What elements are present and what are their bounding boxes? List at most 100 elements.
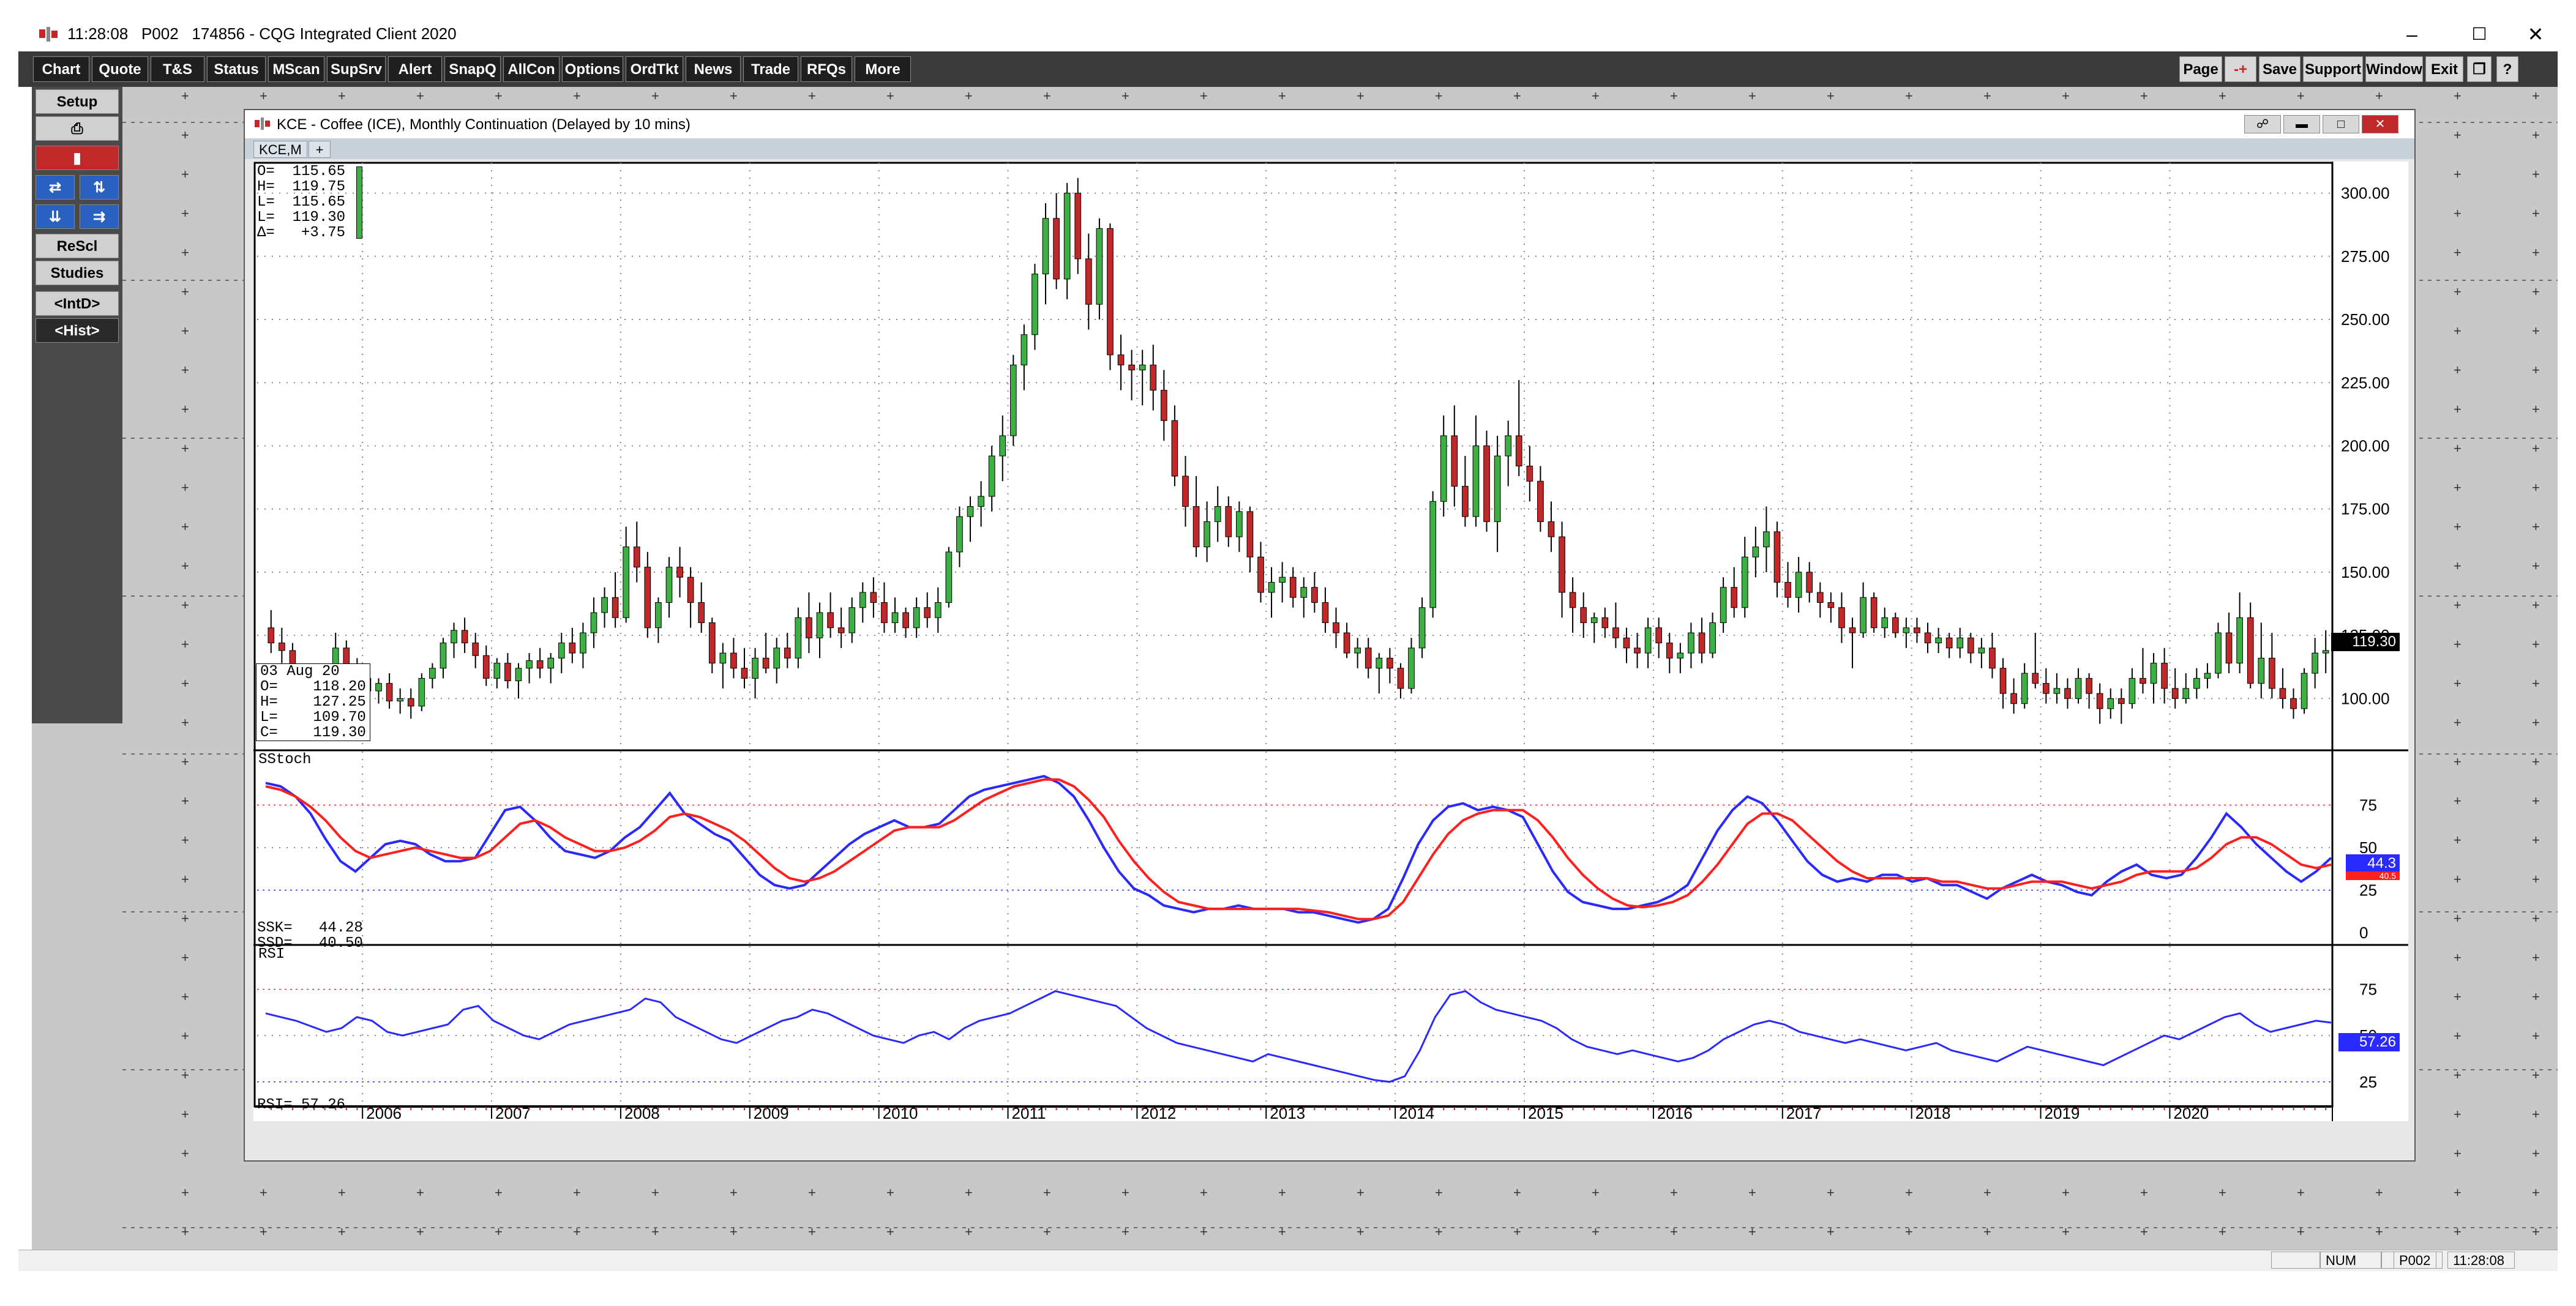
grid-plus-marker: + xyxy=(1905,1224,1913,1239)
toolbar-ordtkt-button[interactable]: OrdTkt xyxy=(626,56,683,82)
toolbar-mscan-button[interactable]: MScan xyxy=(268,56,324,82)
ssd-tag: 40.5 xyxy=(2346,871,2400,880)
candle-body xyxy=(268,627,275,644)
rescale-button[interactable]: ReScl xyxy=(36,234,119,258)
setup-button[interactable]: Setup xyxy=(36,89,119,114)
candle-body xyxy=(418,677,425,707)
candle-body xyxy=(956,516,963,553)
studies-button[interactable]: Studies xyxy=(36,261,119,285)
candle-body xyxy=(978,496,984,507)
grid-plus-marker: + xyxy=(2532,519,2540,534)
candle-body xyxy=(397,698,403,702)
chart-minimize-icon[interactable]: ▬ xyxy=(2283,115,2320,133)
grid-plus-marker: + xyxy=(2297,88,2305,103)
chart-restore-icon[interactable]: □ xyxy=(2323,115,2359,133)
historical-button[interactable]: <Hist> xyxy=(36,318,119,343)
grid-plus-marker: + xyxy=(1983,1185,1991,1200)
grid-plus-marker: + xyxy=(338,88,346,103)
toolbar-chart-button[interactable]: Chart xyxy=(33,56,89,82)
grid-plus-marker: + xyxy=(2140,1185,2148,1200)
grid-plus-marker: + xyxy=(2062,1185,2070,1200)
grid-plus-marker: + xyxy=(1357,1185,1365,1200)
zoom-out-button[interactable]: ⇉ xyxy=(80,204,119,229)
candle-body xyxy=(913,607,920,629)
toolbar-quote-button[interactable]: Quote xyxy=(92,56,148,82)
zoom-in-button[interactable]: ⇊ xyxy=(36,204,75,229)
chart-plot-area[interactable]: 100.00125.00150.00175.00200.00225.00250.… xyxy=(253,162,2408,1121)
candle-body xyxy=(924,607,931,618)
chart-style-button[interactable]: ▮ xyxy=(36,146,119,170)
toolbar-save-button[interactable]: Save xyxy=(2259,56,2301,82)
candle-body xyxy=(440,643,447,669)
toolbar-allcon-button[interactable]: AllCon xyxy=(503,56,560,82)
grid-plus-marker: + xyxy=(2454,401,2462,417)
candle-body xyxy=(1214,506,1221,522)
scroll-right-button[interactable]: ⇅ xyxy=(80,175,119,200)
toolbar-supsrv-button[interactable]: SupSrv xyxy=(327,56,386,82)
grid-plus-marker: + xyxy=(2218,1224,2226,1239)
plot-frame xyxy=(253,162,2334,1108)
close-icon[interactable]: ✕ xyxy=(2527,23,2544,45)
candle-body xyxy=(1956,637,1964,649)
grid-plus-marker: + xyxy=(1670,1224,1678,1239)
toolbar-options-button[interactable]: Options xyxy=(562,56,623,82)
candle-body xyxy=(2290,698,2297,709)
page-arrows-button[interactable]: -+ xyxy=(2225,56,2256,82)
grid-plus-marker: + xyxy=(1670,1185,1678,1200)
grid-plus-marker: + xyxy=(2218,88,2226,103)
grid-plus-marker: + xyxy=(2454,127,2462,143)
candle-body xyxy=(623,547,630,618)
candle-body xyxy=(1096,228,1103,305)
candle-body xyxy=(536,660,544,669)
candle-body xyxy=(1784,581,1791,598)
link-icon[interactable]: ☍ xyxy=(2244,115,2281,133)
toolbar-alert-button[interactable]: Alert xyxy=(388,56,442,82)
candle-body xyxy=(687,577,694,603)
chart-canvas[interactable]: 100.00125.00150.00175.00200.00225.00250.… xyxy=(253,162,2408,1121)
toolbar-status-button[interactable]: Status xyxy=(207,56,266,82)
candle-body xyxy=(1903,627,1910,633)
candle-body xyxy=(2053,688,2061,694)
grid-plus-marker: + xyxy=(181,989,189,1004)
grid-plus-marker: + xyxy=(1592,88,1600,103)
toolbar-exit-button[interactable]: Exit xyxy=(2425,56,2463,82)
toolbar-news-button[interactable]: News xyxy=(686,56,741,82)
toolbar-ts-button[interactable]: T&S xyxy=(151,56,204,82)
candle-body xyxy=(1311,587,1318,603)
candle-body xyxy=(590,612,597,633)
toolbar-rfqs-button[interactable]: RFQs xyxy=(801,56,852,82)
candle-body xyxy=(1128,364,1135,371)
toolbar-page-button[interactable]: Page xyxy=(2179,56,2222,82)
grid-plus-marker: + xyxy=(1435,1224,1443,1239)
intraday-button[interactable]: <IntD> xyxy=(36,291,119,316)
chart-window[interactable]: KCE - Coffee (ICE), Monthly Continuation… xyxy=(244,109,2416,1162)
toolbar-help-button[interactable]: ? xyxy=(2496,56,2518,82)
candle-body xyxy=(1989,647,1996,669)
minimize-icon[interactable]: – xyxy=(2406,23,2417,45)
candle-body xyxy=(698,602,705,624)
candle-body xyxy=(2182,688,2190,699)
grid-plus-marker: + xyxy=(2454,88,2462,103)
scroll-left-button[interactable]: ⇄ xyxy=(36,175,75,200)
tab-kce-monthly[interactable]: KCE,M xyxy=(253,141,307,158)
maximize-icon[interactable]: ☐ xyxy=(2471,24,2487,43)
toolbar-trade-button[interactable]: Trade xyxy=(743,56,798,82)
toolbar-window-button[interactable]: Window xyxy=(2365,56,2423,82)
restore-icon[interactable]: ❐ xyxy=(2467,56,2492,82)
print-button[interactable]: ⎙ xyxy=(36,116,119,141)
add-tab-button[interactable]: + xyxy=(309,141,331,158)
grid-plus-marker: + xyxy=(2532,206,2540,221)
candle-body xyxy=(934,602,942,618)
grid-plus-marker: + xyxy=(2140,88,2148,103)
grid-plus-marker: + xyxy=(2454,989,2462,1004)
toolbar-more-button[interactable]: More xyxy=(855,56,911,82)
oscillator-tick-label: 25 xyxy=(2359,1073,2377,1091)
toolbar-snapq-button[interactable]: SnapQ xyxy=(444,56,501,82)
toolbar-support-button[interactable]: Support xyxy=(2303,56,2363,82)
chart-close-icon[interactable]: ✕ xyxy=(2362,115,2398,133)
candle-body xyxy=(1451,435,1458,487)
grid-plus-marker: + xyxy=(181,911,189,926)
grid-plus-marker: + xyxy=(808,1185,816,1200)
candle-body xyxy=(451,630,457,644)
price-tick-label: 300.00 xyxy=(2341,184,2390,203)
